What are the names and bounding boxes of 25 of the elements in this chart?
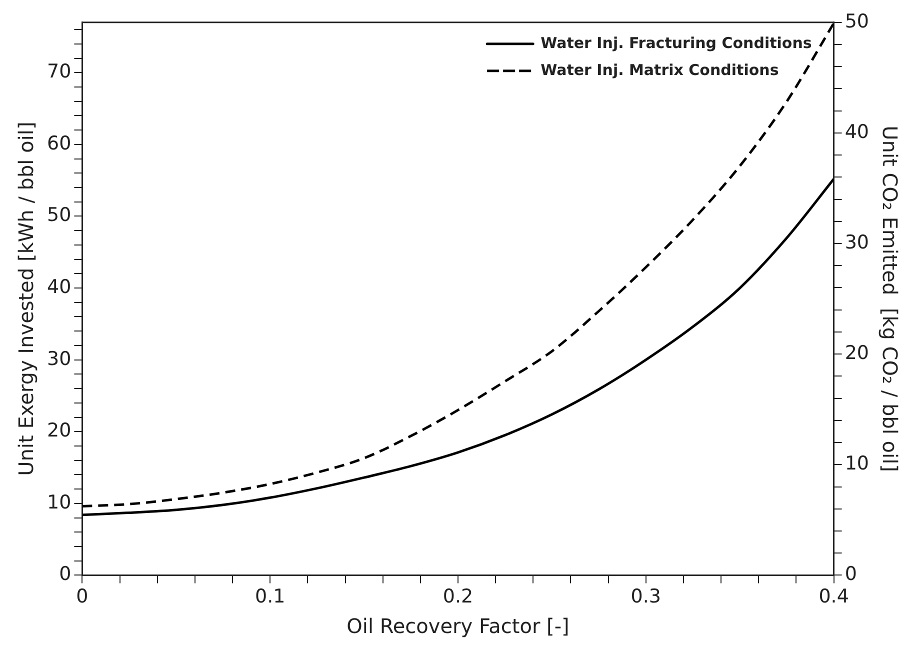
y2-tick-label: 20: [844, 342, 870, 364]
y-tick-label: 70: [46, 60, 72, 83]
y-tick-label: 50: [46, 204, 72, 226]
x-axis-title: Oil Recovery Factor [-]: [346, 614, 570, 638]
x-tick-label: 0.4: [818, 586, 849, 608]
y-tick-label: 60: [46, 132, 72, 154]
y2-tick-label: 10: [844, 452, 870, 475]
y2-axis-title: Unit CO₂ Emitted [kg CO₂ / bbl oil]: [878, 126, 902, 472]
x-tick-label: 0.1: [254, 586, 286, 608]
legend-label: Water Inj. Matrix Conditions: [540, 60, 779, 79]
line-series: [82, 178, 834, 516]
y-tick-label: 40: [46, 276, 72, 298]
x-tick-label: 0.3: [630, 586, 662, 608]
y2-tick-label: 0: [844, 563, 857, 586]
y-axis-title: Unit Exergy Invested [kWh / bbl oil]: [14, 122, 38, 476]
y-tick-label: 30: [46, 348, 72, 370]
legend-label: Water Inj. Fracturing Conditions: [540, 34, 812, 52]
y2-tick-label: 50: [844, 10, 870, 32]
x-tick-label: 0: [76, 586, 88, 608]
y-tick-label: 20: [46, 420, 72, 442]
y2-tick-label: 30: [844, 231, 870, 254]
y-tick-label: 0: [59, 563, 72, 586]
y-tick-label: 10: [46, 491, 72, 514]
y2-tick-label: 40: [844, 120, 870, 143]
x-tick-label: 0.2: [442, 586, 474, 608]
